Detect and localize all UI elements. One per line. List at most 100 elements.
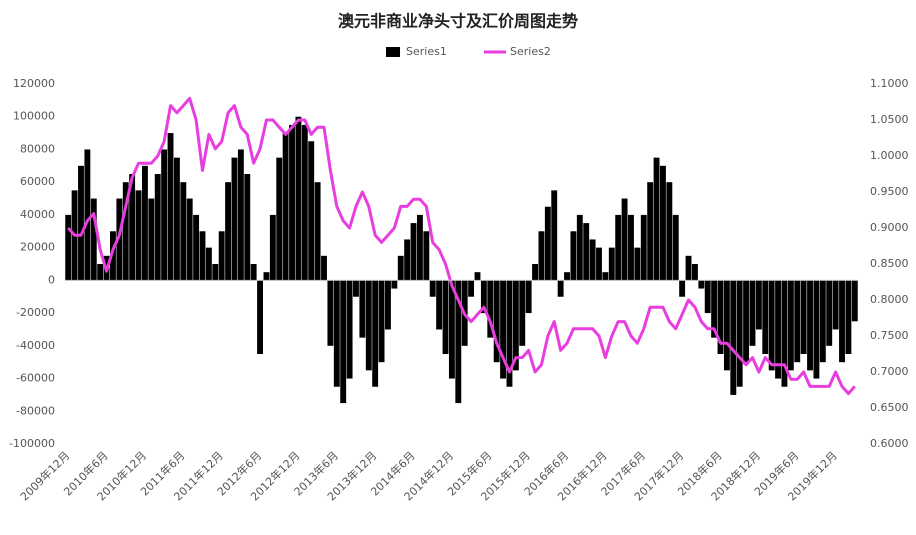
bar bbox=[615, 214, 622, 281]
bar bbox=[391, 280, 398, 289]
bar bbox=[781, 280, 788, 387]
bar bbox=[365, 280, 372, 371]
bar bbox=[372, 280, 379, 387]
bar bbox=[506, 280, 513, 387]
bar bbox=[346, 280, 353, 379]
bar bbox=[397, 255, 404, 281]
bar bbox=[711, 280, 718, 338]
bar bbox=[205, 247, 212, 281]
bar bbox=[794, 280, 801, 363]
bar bbox=[787, 280, 794, 371]
bar bbox=[269, 214, 276, 281]
legend-label: Series2 bbox=[510, 45, 551, 58]
bar bbox=[851, 280, 858, 322]
bar bbox=[289, 124, 295, 281]
bar bbox=[116, 198, 123, 281]
bar bbox=[455, 280, 462, 404]
bar bbox=[378, 280, 385, 363]
bar bbox=[749, 280, 756, 346]
bar bbox=[800, 280, 807, 354]
bar bbox=[807, 280, 813, 371]
bar bbox=[512, 280, 519, 371]
bar bbox=[416, 214, 423, 281]
y2-tick-label: 0.9000 bbox=[870, 221, 909, 234]
bar bbox=[679, 280, 686, 297]
bar bbox=[385, 280, 391, 330]
y-tick-label: -40000 bbox=[16, 339, 55, 352]
bar bbox=[250, 264, 257, 281]
bar bbox=[685, 255, 692, 281]
bar bbox=[314, 182, 321, 281]
bar bbox=[474, 272, 481, 281]
bar bbox=[717, 280, 724, 354]
bar bbox=[410, 223, 417, 281]
bar bbox=[736, 280, 743, 387]
bar bbox=[691, 264, 698, 281]
bar bbox=[353, 280, 359, 297]
bar bbox=[762, 280, 769, 354]
y2-tick-label: 0.6500 bbox=[870, 401, 909, 414]
bar bbox=[596, 247, 602, 281]
bar bbox=[845, 280, 852, 354]
bar bbox=[826, 280, 833, 346]
bar bbox=[244, 174, 251, 281]
bar bbox=[538, 231, 545, 281]
bar bbox=[448, 280, 455, 379]
bar bbox=[621, 198, 628, 281]
bar bbox=[647, 182, 654, 281]
bar bbox=[218, 231, 225, 281]
bar bbox=[436, 280, 443, 330]
bar bbox=[519, 280, 526, 346]
bar bbox=[602, 272, 609, 281]
bar bbox=[110, 231, 116, 281]
y2-tick-label: 0.6000 bbox=[870, 437, 909, 450]
y-tick-label: 60000 bbox=[20, 175, 55, 188]
bar bbox=[442, 280, 449, 354]
bar bbox=[308, 141, 315, 281]
bar bbox=[141, 165, 148, 281]
bar bbox=[129, 174, 136, 281]
bar bbox=[231, 157, 238, 281]
y2-tick-label: 0.8000 bbox=[870, 293, 909, 306]
bar bbox=[282, 133, 289, 281]
bar bbox=[551, 190, 558, 281]
bar bbox=[154, 174, 161, 281]
bar bbox=[730, 280, 737, 395]
bar bbox=[583, 223, 590, 281]
bar bbox=[813, 280, 820, 379]
bar bbox=[327, 280, 334, 346]
bar bbox=[97, 264, 104, 281]
y2-tick-label: 0.9500 bbox=[870, 185, 909, 198]
bar bbox=[775, 280, 782, 379]
line bbox=[67, 96, 856, 396]
bar bbox=[237, 149, 244, 281]
bar bbox=[743, 280, 750, 363]
bar bbox=[653, 157, 660, 281]
legend-label: Series1 bbox=[406, 45, 447, 58]
bar bbox=[557, 280, 564, 297]
y2-tick-label: 0.8500 bbox=[870, 257, 909, 270]
y-tick-label: -80000 bbox=[16, 404, 55, 417]
y-tick-label: 40000 bbox=[20, 208, 55, 221]
bar bbox=[321, 255, 327, 281]
bar bbox=[608, 247, 615, 281]
y2-tick-label: 1.0000 bbox=[870, 149, 909, 162]
y-tick-label: 20000 bbox=[20, 241, 55, 254]
bar bbox=[468, 280, 475, 297]
bar bbox=[634, 247, 641, 281]
bar bbox=[212, 264, 219, 281]
bar bbox=[301, 124, 308, 281]
bar bbox=[704, 280, 711, 314]
bar bbox=[839, 280, 845, 363]
bar bbox=[819, 280, 826, 363]
bar bbox=[122, 182, 129, 281]
bar bbox=[500, 280, 507, 379]
bar bbox=[199, 231, 206, 281]
y2-tick-label: 1.1000 bbox=[870, 77, 909, 90]
bar bbox=[660, 165, 666, 281]
y-tick-label: -20000 bbox=[16, 306, 55, 319]
bar bbox=[480, 280, 487, 314]
bar bbox=[276, 157, 283, 281]
bar bbox=[589, 239, 596, 281]
bar bbox=[78, 165, 84, 281]
